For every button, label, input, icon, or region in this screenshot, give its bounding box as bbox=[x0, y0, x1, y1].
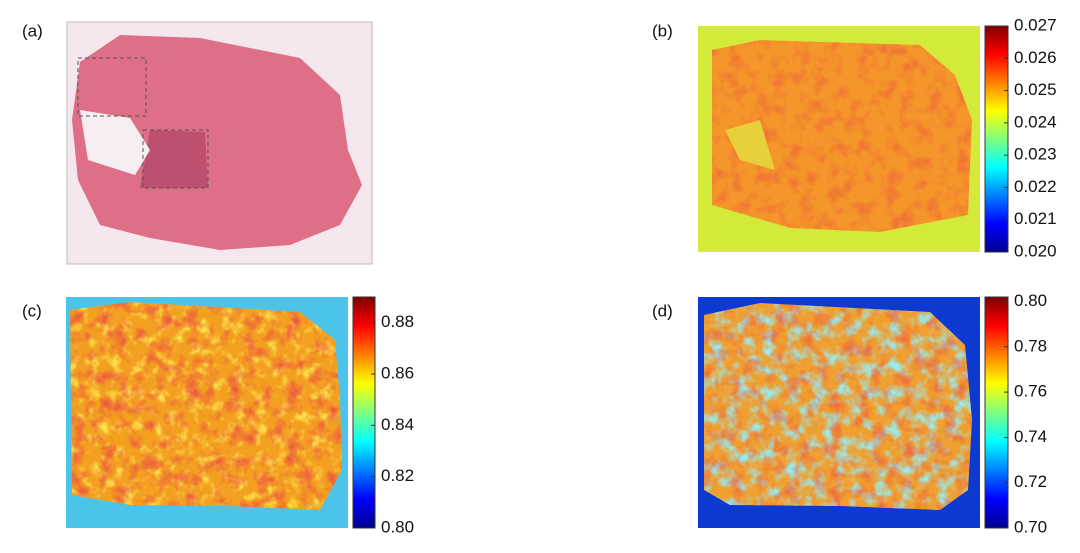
heat-map bbox=[698, 26, 980, 252]
tick-label: 0.76 bbox=[1014, 382, 1047, 401]
colorbar bbox=[352, 296, 376, 529]
tick-label: 0.026 bbox=[1014, 48, 1057, 67]
tick-label: 0.88 bbox=[381, 312, 414, 331]
tick-label: 0.022 bbox=[1014, 177, 1057, 196]
tick-label: 0.82 bbox=[381, 466, 414, 485]
panel-label: (b) bbox=[652, 21, 673, 40]
tick-label: 0.025 bbox=[1014, 80, 1057, 99]
panel-label: (d) bbox=[652, 301, 673, 320]
panel-label: (a) bbox=[22, 21, 43, 40]
heat-map bbox=[698, 297, 980, 528]
tick-label: 0.86 bbox=[381, 363, 414, 382]
tick-label: 0.84 bbox=[381, 415, 414, 434]
tick-label: 0.74 bbox=[1014, 427, 1047, 446]
tick-label: 0.024 bbox=[1014, 112, 1057, 131]
tick-label: 0.023 bbox=[1014, 145, 1057, 164]
tick-label: 0.70 bbox=[1014, 517, 1047, 536]
colorbar bbox=[984, 25, 1009, 253]
panel-label: (c) bbox=[22, 301, 42, 320]
histology-image bbox=[66, 21, 373, 265]
heat-map bbox=[66, 297, 348, 528]
tick-label: 0.78 bbox=[1014, 336, 1047, 355]
tick-label: 0.80 bbox=[381, 517, 414, 536]
tick-label: 0.72 bbox=[1014, 472, 1047, 491]
tick-label: 0.80 bbox=[1014, 291, 1047, 310]
tick-label: 0.027 bbox=[1014, 15, 1057, 34]
colorbar bbox=[984, 296, 1009, 529]
tick-label: 0.020 bbox=[1014, 241, 1057, 260]
tick-label: 0.021 bbox=[1014, 209, 1057, 228]
